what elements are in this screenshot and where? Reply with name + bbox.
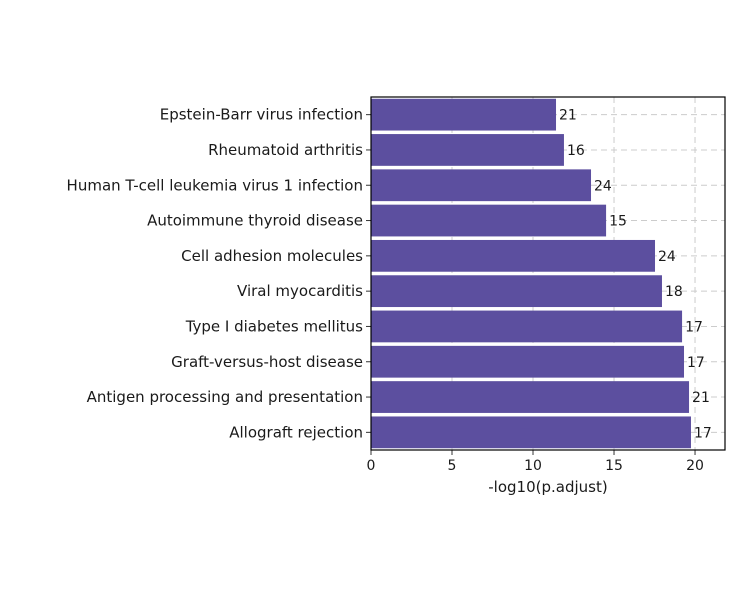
bar [371, 239, 656, 272]
category-label: Graft-versus-host disease [171, 353, 363, 371]
category-label: Autoimmune thyroid disease [147, 212, 363, 230]
category-label: Cell adhesion molecules [181, 247, 363, 265]
x-tick-label: 10 [524, 458, 542, 474]
category-label: Allograft rejection [229, 423, 363, 441]
bar-count-label: 21 [692, 390, 710, 406]
bar [371, 204, 607, 237]
bar [371, 169, 592, 202]
bar-count-label: 17 [685, 319, 703, 335]
bars [371, 98, 691, 449]
category-label: Rheumatoid arthritis [208, 141, 363, 159]
bar-count-label: 24 [658, 249, 676, 265]
bar [371, 134, 564, 166]
bar-count-label: 17 [687, 355, 705, 371]
plot-border [370, 96, 726, 451]
x-tick-label: 0 [367, 458, 376, 474]
bar-count-label: 24 [594, 178, 612, 194]
bar-labels: 21 16 24 15 24 18 17 17 21 17 [559, 108, 712, 442]
category-label: Antigen processing and presentation [87, 388, 363, 406]
category-label: Viral myocarditis [237, 282, 363, 300]
x-ticks: 0 5 10 15 20 [366, 114, 704, 474]
bar [371, 345, 685, 378]
category-label: Epstein-Barr virus infection [160, 106, 363, 124]
bar-count-label: 21 [559, 108, 577, 124]
bar-count-label: 15 [609, 214, 627, 230]
bar [371, 275, 662, 308]
x-axis-label: -log10(p.adjust) [488, 478, 607, 496]
category-labels: Epstein-Barr virus infection Rheumatoid a… [67, 106, 364, 442]
category-label: Type I diabetes mellitus [185, 317, 363, 335]
bar [371, 310, 683, 343]
bar-count-label: 17 [694, 425, 712, 441]
x-tick-label: 15 [605, 458, 623, 474]
x-tick-label: 20 [686, 458, 704, 474]
bar [371, 381, 690, 413]
category-label: Human T-cell leukemia virus 1 infection [67, 176, 363, 194]
bar-count-label: 16 [567, 143, 585, 159]
bar [371, 416, 691, 449]
bar [371, 98, 557, 131]
bar-count-label: 18 [665, 284, 683, 300]
x-tick-label: 5 [448, 458, 457, 474]
